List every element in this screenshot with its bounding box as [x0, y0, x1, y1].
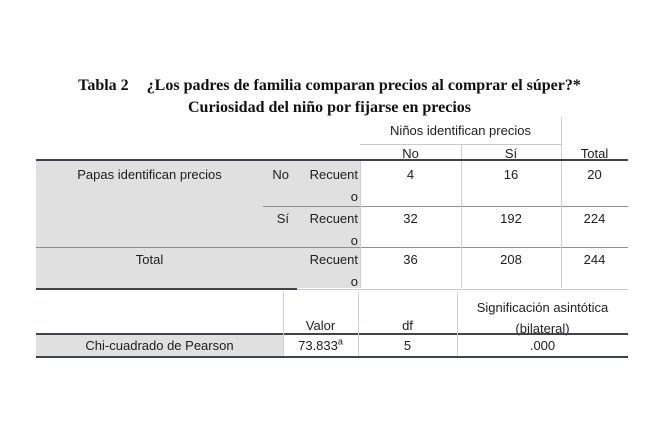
cell-value: 224: [583, 211, 606, 226]
table-caption-line1: Tabla 2 ¿Los padres de familia comparan p…: [0, 76, 659, 96]
row-category-no: No: [272, 167, 289, 182]
chi-valor-footnote-marker: a: [337, 336, 343, 347]
column-separator: [457, 292, 458, 356]
count-label-line2: o: [350, 233, 358, 248]
column-separator: [360, 161, 361, 288]
row-separator-no-si: [263, 206, 628, 207]
chi-header-significance-line1: Significación asintótica: [476, 300, 609, 315]
column-header-total: Total: [580, 146, 609, 161]
chi-square-label-background: [36, 335, 283, 356]
crosstab-label-background: [36, 161, 360, 288]
row-category-si: Sí: [276, 211, 289, 226]
column-separator: [561, 161, 562, 288]
chi-row-label: Chi-cuadrado de Pearson: [85, 338, 234, 353]
column-header-si: Sí: [504, 146, 518, 161]
chi-table-bottom-rule: [36, 356, 628, 358]
row-dimension-label: Papas identifican precios: [77, 167, 222, 182]
table-caption-number: Tabla 2: [78, 77, 129, 94]
count-label-line1: Recuent: [309, 252, 358, 267]
column-separator: [283, 292, 284, 356]
count-label-line2: o: [350, 274, 358, 289]
cell-value: 4: [406, 167, 415, 182]
chi-valor-value: 73.833a: [283, 336, 358, 353]
chi-header-df: df: [402, 318, 413, 333]
crosstab-table: Niños identifican precios No Sí Total Pa…: [36, 117, 628, 363]
chi-header-significance-line2: (bilateral): [515, 321, 570, 336]
cell-value: 32: [403, 211, 418, 226]
count-label: Recuent o: [295, 211, 358, 248]
total-row-label: Total: [135, 252, 164, 267]
crosstab-bottom-rule-light: [297, 289, 628, 290]
cell-value: 36: [403, 252, 418, 267]
chi-df-value: 5: [403, 338, 412, 353]
column-separator: [461, 161, 462, 288]
chi-sig-value: .000: [529, 338, 556, 353]
chi-header-valor: Valor: [305, 318, 336, 333]
crosstab-bottom-rule-dark: [36, 288, 297, 290]
cell-value: 16: [503, 167, 519, 182]
chi-header-significance: Significación asintótica (bilateral): [457, 297, 628, 339]
cell-value: 20: [587, 167, 602, 182]
header-bottom-rule: [36, 159, 628, 161]
chi-header-bottom-rule: [36, 333, 628, 335]
count-label: Recuent o: [295, 167, 358, 204]
count-label: Recuent o: [295, 252, 358, 289]
chi-valor-number: 73.833: [298, 338, 338, 353]
cell-value: 244: [583, 252, 606, 267]
cell-value: 208: [500, 252, 522, 267]
group-header-underline: [360, 144, 561, 145]
cell-value: 192: [500, 211, 522, 226]
column-separator: [561, 117, 562, 159]
column-separator: [358, 292, 359, 356]
table-caption-line2: Curiosidad del niño por fijarse en preci…: [188, 99, 471, 116]
column-separator: [461, 145, 462, 159]
table-caption-text: ¿Los padres de familia comparan precios …: [146, 77, 581, 94]
count-label-line2: o: [350, 189, 358, 204]
column-group-header: Niños identifican precios: [390, 123, 531, 138]
row-separator-si-total: [36, 247, 628, 248]
count-label-line1: Recuent: [309, 211, 358, 226]
count-label-line1: Recuent: [309, 167, 358, 182]
column-header-no: No: [402, 146, 419, 161]
